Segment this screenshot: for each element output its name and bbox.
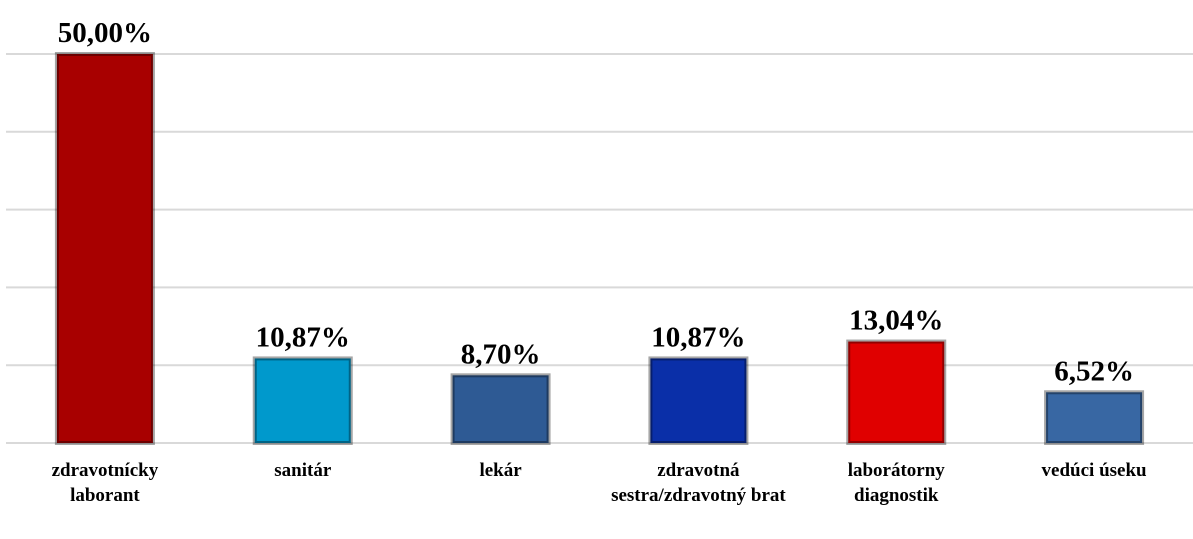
- bar: [54, 52, 155, 445]
- x-tick-label: laborátorny diagnostik: [847, 460, 945, 506]
- value-label: 13,04%: [849, 305, 943, 337]
- value-label: 10,87%: [256, 321, 350, 353]
- x-tick-label: zdravotná sestra/zdravotný brat: [611, 460, 786, 506]
- x-tick-label: vedúci úseku: [1041, 460, 1147, 481]
- bar: [450, 373, 551, 445]
- bar: [252, 356, 353, 445]
- bar: [846, 339, 947, 445]
- bar: [648, 356, 749, 445]
- x-tick-label: sanitár: [274, 460, 332, 481]
- x-tick-label: lekár: [479, 460, 522, 481]
- x-tick-label: zdravotnícky laborant: [51, 460, 159, 506]
- bar: [1044, 390, 1145, 446]
- value-label: 10,87%: [651, 321, 745, 353]
- value-label: 50,00%: [58, 17, 152, 49]
- value-label: 8,70%: [461, 338, 541, 370]
- value-label: 6,52%: [1054, 355, 1134, 387]
